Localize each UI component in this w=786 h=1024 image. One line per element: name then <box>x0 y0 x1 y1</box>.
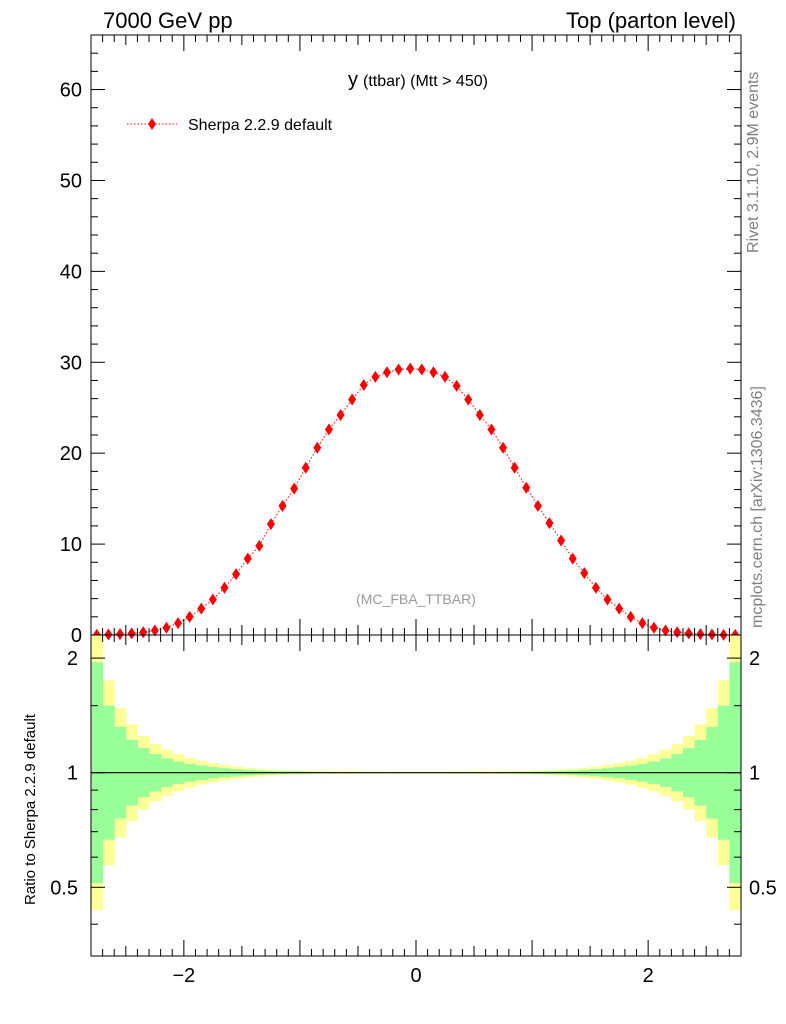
data-point <box>162 621 171 634</box>
data-point <box>301 461 310 474</box>
watermark-label: (MC_FBA_TTBAR) <box>356 591 476 607</box>
y-tick-label: 50 <box>60 170 82 192</box>
data-point <box>487 423 496 436</box>
data-point <box>324 423 333 436</box>
ratio-y-tick-label-right: 0.5 <box>749 877 777 899</box>
data-point <box>441 370 450 383</box>
data-point <box>232 568 241 581</box>
ratio-y-tick-label-right: 1 <box>749 763 760 785</box>
x-tick-label: 2 <box>643 965 654 987</box>
main-panel: y (ttbar) (Mtt > 450) (MC_FBA_TTBAR) Sher… <box>60 34 742 647</box>
data-point <box>522 481 531 494</box>
legend: Sherpa 2.2.9 default <box>127 117 333 134</box>
data-point <box>603 593 612 606</box>
ratio-y-axis-label: Ratio to Sherpa 2.2.9 default <box>22 713 39 905</box>
data-point <box>406 362 415 375</box>
data-point <box>533 499 542 512</box>
data-point <box>568 552 577 565</box>
data-point <box>661 624 670 637</box>
ratio-y-tick-label: 1 <box>67 763 78 785</box>
ratio-y-tick-label: 0.5 <box>50 877 78 899</box>
data-point <box>336 409 345 421</box>
data-point <box>185 610 194 623</box>
main-title-symbol: y <box>348 69 358 91</box>
y-tick-label: 30 <box>60 352 82 374</box>
data-point <box>197 602 206 615</box>
data-point <box>673 626 682 639</box>
data-point <box>464 393 473 406</box>
data-point <box>174 617 183 630</box>
data-point <box>684 627 693 640</box>
legend-marker <box>148 118 156 130</box>
data-point <box>591 581 600 594</box>
y-tick-label: 60 <box>60 80 82 102</box>
data-point <box>139 626 148 639</box>
data-point <box>638 617 647 630</box>
data-point <box>290 482 299 495</box>
data-point <box>417 363 426 376</box>
legend-label: Sherpa 2.2.9 default <box>188 117 333 134</box>
data-point <box>615 602 624 615</box>
data-point <box>127 627 136 640</box>
y-tick-label: 20 <box>60 443 82 465</box>
data-point <box>510 461 519 474</box>
data-point <box>243 552 252 565</box>
ratio-y-tick-label: 2 <box>67 648 78 670</box>
data-point <box>580 567 589 580</box>
header-left: 7000 GeV pp <box>103 8 233 33</box>
data-point <box>313 441 322 454</box>
data-point <box>359 379 368 391</box>
y-tick-label: 40 <box>60 261 82 283</box>
data-point <box>649 621 658 634</box>
y-tick-label: 0 <box>71 625 82 647</box>
data-point <box>116 628 125 641</box>
x-tick-label: 0 <box>410 965 421 987</box>
data-point <box>266 518 275 531</box>
data-point <box>452 379 461 392</box>
data-point <box>696 628 705 641</box>
data-point <box>499 441 508 454</box>
main-title-subscript: (ttbar) (Mtt > 450) <box>363 73 488 90</box>
data-point <box>371 370 380 383</box>
main-title: y (ttbar) (Mtt > 450) <box>348 69 488 91</box>
data-point <box>220 581 229 594</box>
data-point <box>348 393 357 406</box>
x-tick-label: −2 <box>172 965 195 987</box>
data-point <box>626 610 635 623</box>
data-point <box>208 593 217 606</box>
data-point <box>475 409 484 421</box>
ratio-panel: 0.5 0.5 1 1 2 2 −2 0 2 <box>50 634 777 987</box>
data-point <box>278 499 287 512</box>
data-point <box>255 539 264 552</box>
ratio-plot-frame <box>90 634 742 957</box>
data-point <box>382 366 391 379</box>
data-point <box>545 517 554 530</box>
data-point <box>429 366 438 379</box>
data-point <box>150 624 159 637</box>
data-point <box>394 363 403 376</box>
ratio-y-tick-label-right: 2 <box>749 648 760 670</box>
y-tick-label: 10 <box>60 534 82 556</box>
header-right: Top (parton level) <box>566 8 736 33</box>
data-point <box>557 534 566 547</box>
